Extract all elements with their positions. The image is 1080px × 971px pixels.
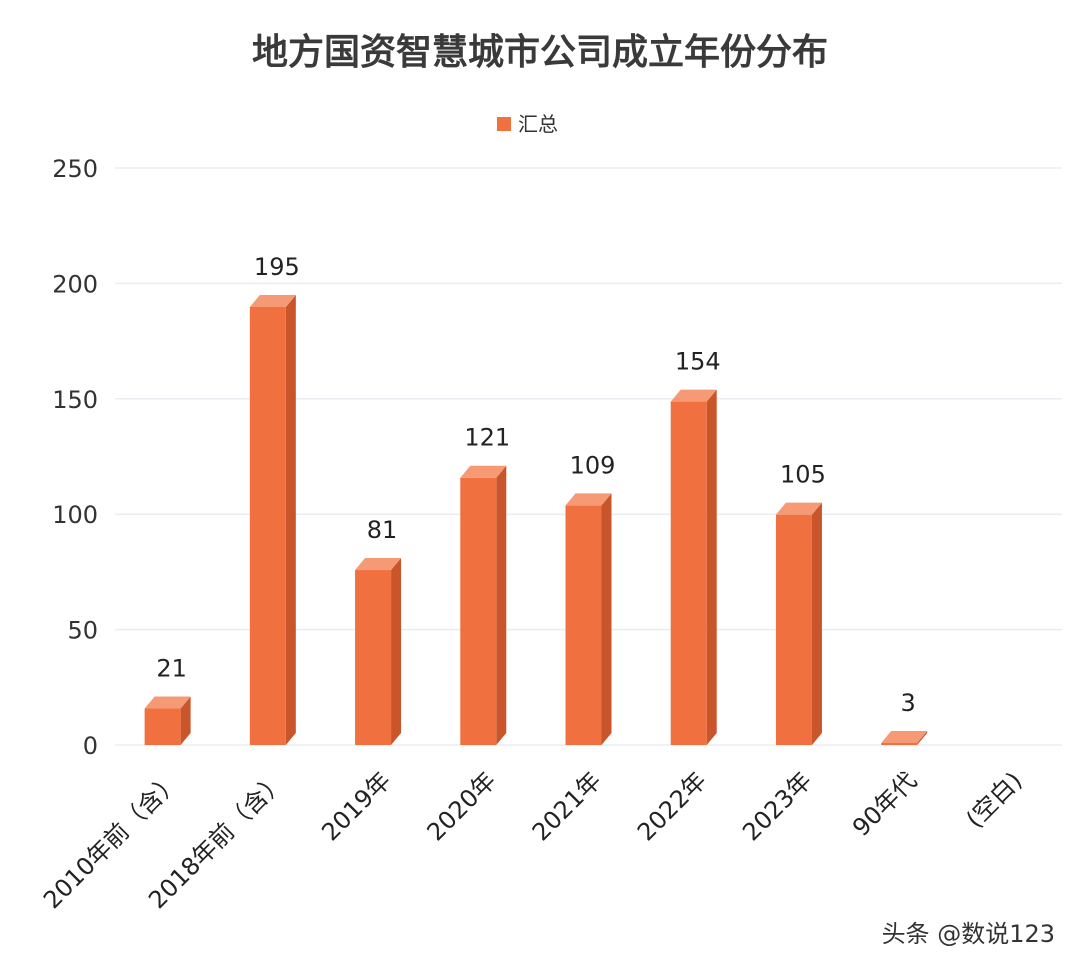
bar [460, 465, 507, 745]
bar [670, 389, 717, 745]
watermark: 头条 @数说123 [882, 920, 1055, 948]
y-tick-label: 200 [52, 270, 98, 298]
legend-swatch [497, 117, 511, 131]
category-label: 2022年 [632, 766, 712, 846]
y-tick-label: 50 [67, 617, 98, 645]
legend-label: 汇总 [518, 112, 558, 136]
category-label: 2023年 [737, 766, 817, 846]
bar-top [460, 465, 507, 478]
category-label: (空白) [961, 766, 1028, 833]
bar-front [460, 477, 497, 745]
data-label: 154 [675, 348, 721, 376]
y-tick-label: 0 [83, 732, 98, 760]
category-label: 2021年 [527, 766, 607, 846]
bar [144, 696, 191, 745]
bar-top [775, 502, 822, 515]
legend: 汇总 [497, 112, 558, 136]
category-labels: 2010年前（含）2018年前（含） 2019年 2020年 2021年 2022年 20… [38, 766, 1028, 914]
data-label: 195 [254, 253, 300, 281]
bar-front [565, 505, 602, 745]
data-label: 109 [570, 451, 616, 479]
data-labels: 21 195 81 121 109 154 105 3 [156, 253, 915, 717]
bar-front [881, 743, 918, 745]
data-label: 3 [901, 689, 916, 717]
bar-side [391, 558, 402, 745]
data-label: 105 [780, 461, 826, 489]
bar-front [144, 708, 181, 745]
bar [355, 558, 402, 745]
bar-top [670, 389, 717, 402]
bar-front [670, 401, 707, 745]
data-label: 121 [464, 424, 510, 452]
bar [565, 493, 612, 745]
bar-side [706, 389, 717, 745]
bar [775, 502, 822, 745]
category-label: 2020年 [422, 766, 502, 846]
y-tick-label: 150 [52, 386, 98, 414]
y-axis-ticks: 0 50 100 150 200 250 [52, 155, 98, 760]
bar [881, 731, 928, 745]
category-label: 2019年 [316, 766, 396, 846]
bar-top [881, 731, 928, 743]
y-tick-label: 100 [52, 501, 98, 529]
bar-side [811, 502, 822, 745]
chart-title: 地方国资智慧城市公司成立年份分布 [252, 32, 828, 73]
bar-top [565, 493, 612, 506]
category-label: 90年代 [847, 766, 922, 841]
bar-top [144, 696, 191, 709]
bar-side [496, 465, 507, 745]
data-label: 81 [367, 516, 398, 544]
y-tick-label: 250 [52, 155, 98, 183]
bar-side [285, 294, 296, 745]
data-label: 21 [156, 655, 187, 683]
bar-side [917, 731, 928, 745]
bar-side [601, 493, 612, 745]
bar-top [355, 558, 402, 571]
bar-top [249, 294, 296, 307]
bar-front [249, 306, 286, 745]
bar-front [355, 570, 392, 745]
bar [249, 294, 296, 745]
bars [144, 294, 928, 745]
bar-front [775, 514, 812, 745]
bar-side [180, 696, 191, 745]
